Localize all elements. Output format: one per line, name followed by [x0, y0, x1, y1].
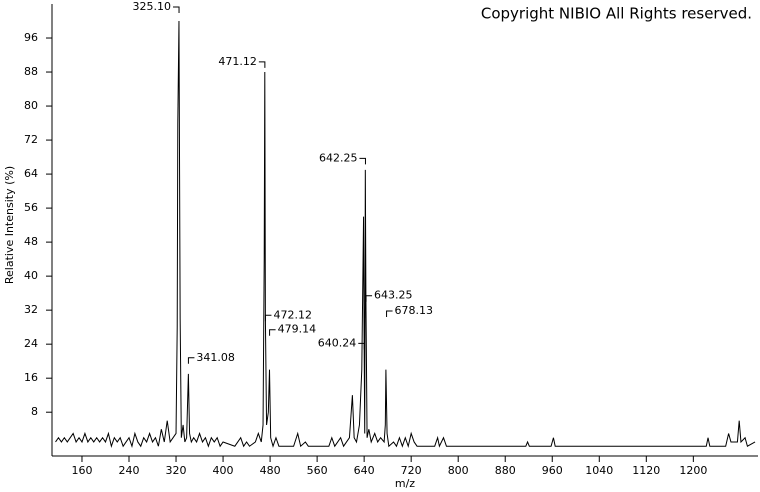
peak-label: 472.12 [273, 308, 312, 321]
peak-label-bracket [258, 61, 266, 68]
x-tick-label: 320 [166, 464, 187, 477]
x-tick-label: 1040 [585, 464, 613, 477]
peak-label: 642.25 [319, 151, 358, 164]
peak-label: 678.13 [395, 304, 434, 317]
x-tick-label: 720 [401, 464, 422, 477]
chart-title: Copyright NIBIO All Rights reserved. [481, 5, 752, 23]
x-tick-label: 240 [119, 464, 140, 477]
y-tick-label: 40 [24, 269, 38, 282]
y-tick-label: 88 [24, 65, 38, 78]
x-tick-label: 880 [495, 464, 516, 477]
peak-label: 325.10 [133, 0, 172, 13]
y-tick-label: 64 [24, 167, 38, 180]
y-tick-label: 32 [24, 303, 38, 316]
x-tick-label: 640 [354, 464, 375, 477]
x-axis-label: m/z [395, 477, 415, 490]
y-tick-label: 72 [24, 133, 38, 146]
y-tick-label: 48 [24, 235, 38, 248]
y-axis-label: Relative Intensity (%) [3, 166, 16, 284]
peak-label: 471.12 [218, 55, 257, 68]
x-tick-label: 160 [71, 464, 92, 477]
peak-label-bracket [187, 357, 195, 364]
x-tick-label: 800 [448, 464, 469, 477]
y-tick-label: 16 [24, 371, 38, 384]
peak-label-bracket [359, 157, 366, 165]
x-tick-label: 1120 [632, 464, 660, 477]
peak-label: 640.24 [318, 336, 357, 349]
x-tick-label: 1200 [679, 464, 707, 477]
x-tick-label: 480 [260, 464, 281, 477]
peak-label-bracket [173, 6, 180, 13]
y-tick-label: 24 [24, 337, 38, 350]
peak-label-bracket [264, 314, 272, 322]
peak-label-bracket [365, 295, 373, 302]
x-tick-label: 960 [542, 464, 563, 477]
y-tick-label: 80 [24, 99, 38, 112]
y-tick-label: 8 [31, 405, 38, 418]
peak-label-bracket [386, 310, 393, 318]
y-tick-label: 96 [24, 31, 38, 44]
x-tick-label: 560 [307, 464, 328, 477]
peak-label: 341.08 [196, 351, 235, 364]
peak-label-bracket [269, 329, 276, 336]
peak-label-bracket [358, 342, 365, 350]
peak-label: 643.25 [374, 289, 413, 302]
y-tick-label: 56 [24, 201, 38, 214]
x-tick-label: 400 [213, 464, 234, 477]
peak-label: 479.14 [278, 323, 317, 336]
spectrum-line [55, 21, 756, 449]
